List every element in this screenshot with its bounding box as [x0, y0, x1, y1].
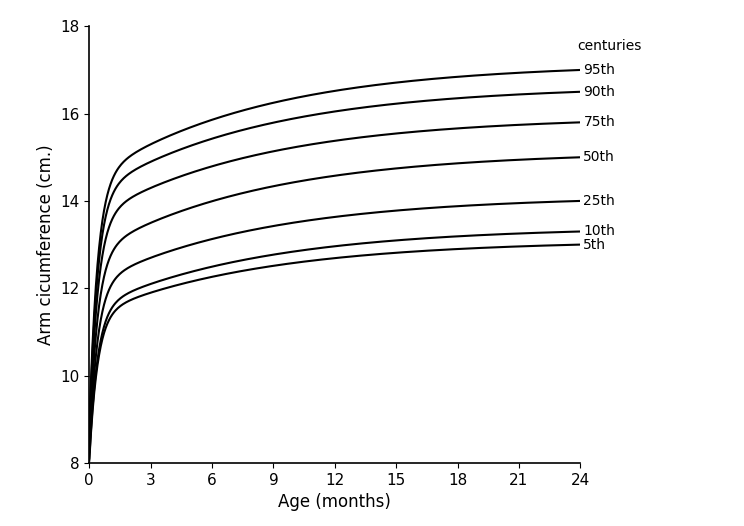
Text: centuries: centuries: [577, 39, 641, 53]
Text: 5th: 5th: [583, 238, 606, 251]
Text: 75th: 75th: [583, 115, 615, 129]
Text: 25th: 25th: [583, 194, 615, 208]
Text: 95th: 95th: [583, 63, 615, 77]
X-axis label: Age (months): Age (months): [278, 493, 391, 511]
Text: 50th: 50th: [583, 150, 615, 164]
Text: 10th: 10th: [583, 225, 615, 238]
Y-axis label: Arm cicumference (cm.): Arm cicumference (cm.): [36, 144, 54, 345]
Text: 90th: 90th: [583, 85, 615, 99]
